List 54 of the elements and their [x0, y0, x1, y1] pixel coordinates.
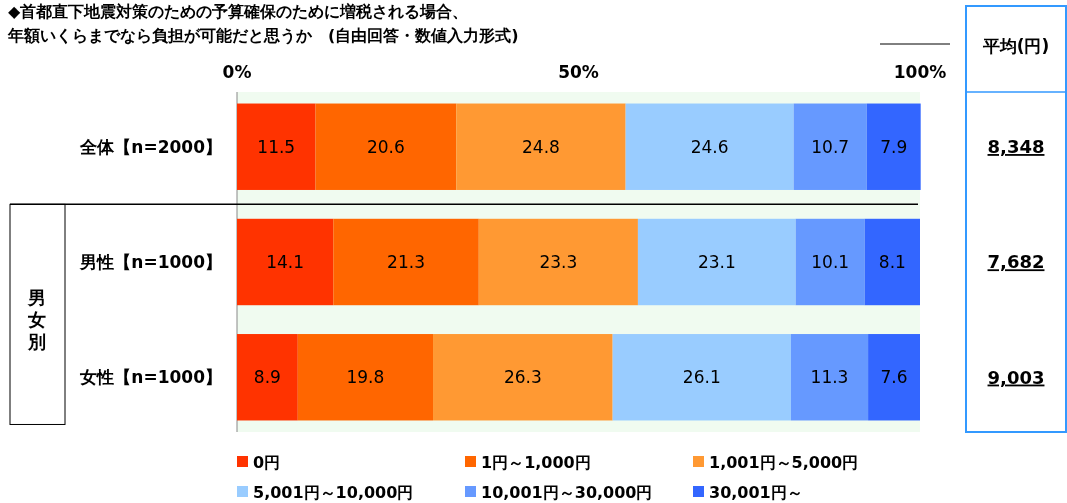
bar [612, 334, 791, 421]
text: 男女別 [27, 286, 46, 352]
data-label: 19.8 [346, 367, 385, 388]
bar [333, 218, 479, 306]
bar [866, 103, 921, 190]
chart-title: ◆首都直下地震対策のための予算確保のために増税される場合、年額いくらまでなら負担が可能だと思うか (自由回答・数値入力形式) [7, 2, 519, 45]
data-label: 26.3 [503, 367, 542, 388]
bar [795, 218, 865, 306]
bar [433, 334, 613, 421]
legend-label: 10,001円～30,000円 [481, 482, 653, 502]
data-label: 8.1 [878, 251, 906, 272]
bar [237, 334, 298, 421]
data-label: 10.1 [811, 251, 850, 272]
data-label: 7.6 [880, 367, 908, 388]
x-tick-label: 50% [558, 62, 599, 82]
y-tick-label: 男性【n=1000】 [79, 251, 222, 272]
x-tick-label: 100% [893, 62, 947, 82]
bar [297, 334, 434, 421]
text: 7,682 [987, 251, 1045, 273]
x-tick-label: 0% [222, 62, 252, 82]
data-label: 23.1 [697, 251, 736, 272]
bar [637, 218, 796, 306]
data-label: 7.9 [880, 136, 908, 157]
data-label: 10.7 [811, 136, 850, 157]
data-label: 20.6 [366, 136, 405, 157]
data-label: 26.1 [682, 367, 721, 388]
data-label: 24.6 [690, 136, 729, 157]
bar [456, 103, 626, 190]
bar [793, 103, 867, 190]
legend-label: 1円～1,000円 [481, 452, 591, 472]
data-label: 8.9 [253, 367, 281, 388]
text: 8,348 [987, 136, 1045, 158]
legend-label: 1,001円～5,000円 [709, 452, 859, 472]
bar [237, 218, 334, 306]
data-label: 24.8 [522, 136, 560, 157]
bar [625, 103, 794, 190]
text: 平均(円) [981, 36, 1050, 56]
data-label: 23.3 [539, 251, 578, 272]
legend-label: 5,001円～10,000円 [253, 482, 414, 502]
data-label: 11.3 [810, 367, 849, 388]
bar [790, 334, 869, 421]
data-label: 11.5 [257, 136, 296, 157]
legend-label: 0円 [253, 452, 281, 472]
y-tick-label: 女性【n=1000】 [79, 367, 222, 388]
bar [237, 103, 316, 190]
text: 9,003 [987, 366, 1045, 388]
data-label: 21.3 [387, 251, 425, 272]
data-label: 14.1 [266, 251, 305, 272]
bar [868, 334, 920, 421]
legend-label: 30,001円～ [709, 482, 803, 502]
y-tick-label: 全体【n=2000】 [79, 136, 222, 157]
bar [864, 218, 920, 306]
bar [478, 218, 638, 306]
bar [315, 103, 457, 190]
